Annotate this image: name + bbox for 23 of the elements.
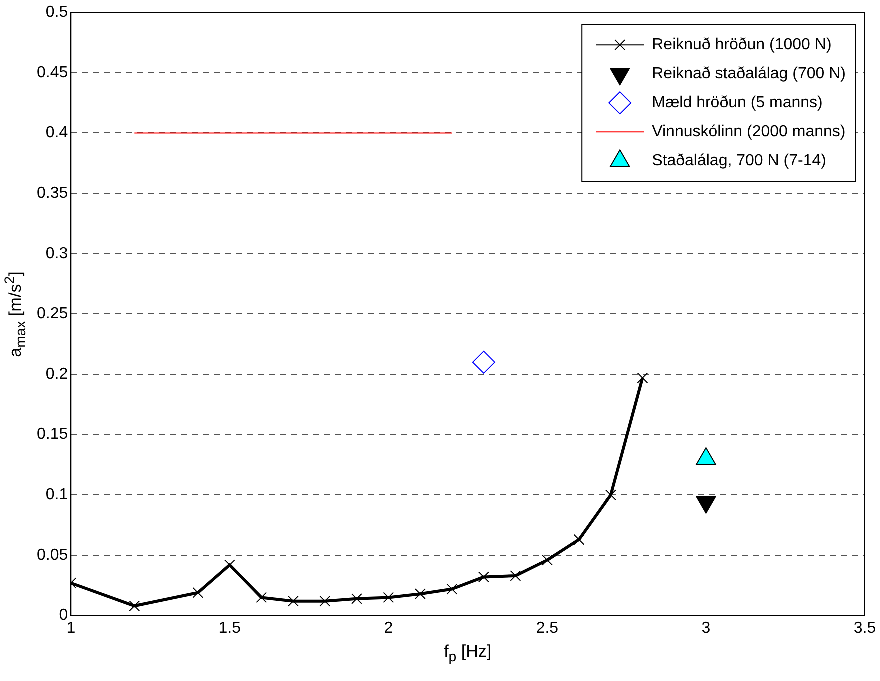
x-tick-label: 3 xyxy=(702,620,711,637)
legend-label: Mæld hröðun (5 manns) xyxy=(652,94,823,112)
legend-label: Staðalálag, 700 N (7-14) xyxy=(652,152,826,170)
y-tick-label: 0.45 xyxy=(37,64,68,82)
y-tick-label: 0.2 xyxy=(46,366,68,383)
x-tick-label: 1 xyxy=(66,620,76,637)
y-tick-label: 0.3 xyxy=(46,245,68,262)
y-tick-label: 0.35 xyxy=(37,184,68,202)
y-tick-label: 0 xyxy=(59,607,68,624)
y-tick-label: 0.4 xyxy=(46,124,68,142)
x-axis-title: f$_{p}$ [Hz] xyxy=(444,642,492,666)
x-tick-label: 3.5 xyxy=(854,620,876,637)
y-tick-label: 0.25 xyxy=(37,306,68,323)
y-tick-label: 0.1 xyxy=(46,486,68,504)
x-tick-label: 2 xyxy=(384,620,394,637)
legend-label: Reiknað staðalálag (700 N) xyxy=(652,66,846,83)
y-tick-label: 0.5 xyxy=(46,4,68,22)
y-tick-label: 0.15 xyxy=(37,426,68,444)
x-tick-label: 2.5 xyxy=(536,620,559,637)
x-tick-label: 1.5 xyxy=(218,620,242,637)
y-tick-label: 0.05 xyxy=(37,546,68,564)
legend-label: Vinnuskólinn (2000 manns) xyxy=(652,124,846,141)
legend-label: Reiknuð hröðun (1000 N) xyxy=(652,36,832,54)
